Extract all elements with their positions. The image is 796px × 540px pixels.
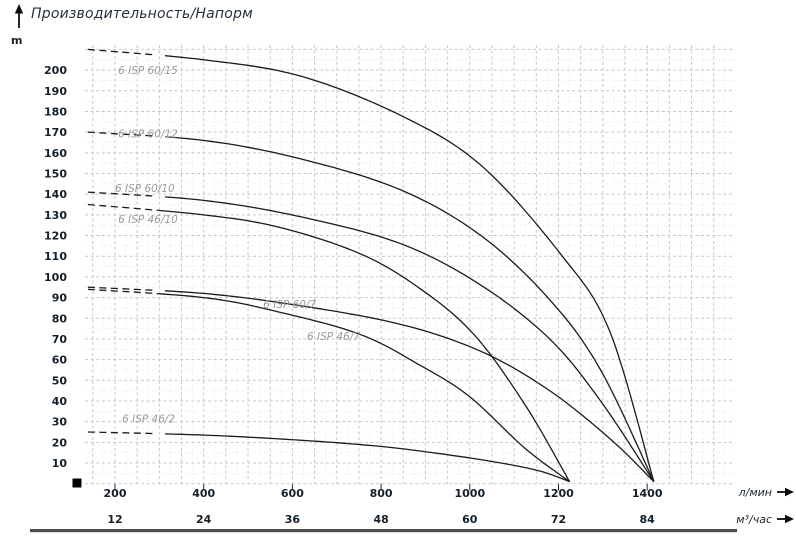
chart-title: Производительность/Напорм [31, 6, 253, 22]
y-tick-label: 60 [52, 354, 68, 367]
y-tick-label: 200 [44, 64, 67, 77]
y-tick-label: 110 [44, 250, 67, 263]
x-axis-arrow-head-icon [785, 487, 794, 497]
bottom-divider-bar [30, 529, 737, 533]
y-tick-label: 150 [44, 168, 67, 181]
y-tick-label: 170 [44, 126, 67, 139]
curve-label-6-isp-60-10: 6 ISP 60/10 [115, 183, 175, 195]
curve-dashed-leadin-6-isp-60-15 [87, 48, 157, 56]
y-tick-label: 40 [52, 395, 68, 408]
x-tick-label-lmin: 1400 [632, 487, 663, 500]
curve-group-6-isp-46-2: 6 ISP 46/2 [87, 414, 570, 483]
y-tick-label: 140 [44, 188, 67, 201]
x-tick-label-m3h: 84 [640, 513, 656, 526]
curve-group-6-isp-60-7: 6 ISP 60/7 [87, 286, 655, 483]
y-tick-label: 130 [44, 209, 67, 222]
x-tick-label-m3h: 12 [107, 513, 122, 526]
x-tick-label-lmin: 200 [104, 487, 127, 500]
pump-curves: 6 ISP 60/15 6 ISP 60/12 6 ISP 60/10 6 ISP 4… [87, 48, 655, 483]
x-axis-unit-primary: л/мин [738, 486, 772, 499]
curve-dashed-leadin-6-isp-46-7 [87, 288, 159, 295]
curve-group-6-isp-60-10: 6 ISP 60/10 [87, 183, 655, 482]
curve-label-6-isp-46-2: 6 ISP 46/2 [122, 414, 175, 426]
curve-dashed-leadin-6-isp-46-10 [87, 203, 159, 212]
y-tick-label: 160 [44, 147, 67, 160]
curve-group-6-isp-46-7: 6 ISP 46/7 [87, 288, 570, 483]
x-tick-label-lmin: 1200 [543, 487, 574, 500]
y-tick-label: 70 [52, 333, 68, 346]
x-tick-label-m3h: 48 [373, 513, 388, 526]
origin-square-marker [72, 478, 82, 488]
x-tick-label-m3h: 60 [462, 513, 478, 526]
y-tick-label: 20 [52, 436, 68, 449]
y-tick-label: 10 [52, 457, 68, 470]
curve-6-isp-60-10 [164, 196, 655, 482]
y-axis-direction-arrow-icon [11, 3, 27, 33]
x-axis-arrow-head-icon [785, 514, 794, 524]
y-tick-label: 90 [52, 292, 68, 305]
curve-6-isp-60-12 [164, 136, 655, 482]
curve-6-isp-46-7 [158, 293, 570, 483]
curve-dashed-leadin-6-isp-60-7 [87, 286, 157, 292]
x-tick-label-lmin: 1000 [454, 487, 485, 500]
curve-6-isp-60-7 [164, 290, 655, 483]
curve-label-6-isp-46-7: 6 ISP 46/7 [307, 331, 360, 343]
curve-dashed-leadin-6-isp-60-10 [87, 191, 157, 197]
curve-group-6-isp-60-12: 6 ISP 60/12 [87, 128, 655, 482]
x-tick-label-m3h: 72 [551, 513, 566, 526]
y-tick-label: 180 [44, 105, 67, 118]
y-tick-label: 80 [52, 312, 68, 325]
y-tick-label: 50 [52, 374, 68, 387]
curve-6-isp-46-10 [158, 209, 571, 482]
curve-6-isp-46-2 [164, 433, 570, 483]
x-axis-unit-secondary: м³/час [736, 513, 772, 526]
curve-label-6-isp-46-10: 6 ISP 46/10 [118, 214, 178, 226]
curve-group-6-isp-46-10: 6 ISP 46/10 [87, 203, 571, 482]
y-axis-labels: m 10 20 30 40 50 60 70 80 90 100 110 120 130 140 150 160… [11, 34, 67, 470]
x-tick-label-lmin: 400 [192, 487, 215, 500]
x-tick-label-m3h: 36 [285, 513, 301, 526]
x-tick-label-lmin: 600 [281, 487, 304, 500]
y-tick-label: 190 [44, 85, 67, 98]
curve-label-6-isp-60-7: 6 ISP 60/7 [263, 299, 316, 311]
x-tick-label-m3h: 24 [196, 513, 212, 526]
y-tick-label: 100 [44, 271, 67, 284]
curve-label-6-isp-60-15: 6 ISP 60/15 [118, 65, 178, 77]
curve-dashed-leadin-6-isp-60-12 [87, 131, 157, 137]
y-axis-unit-label: m [11, 34, 22, 47]
x-axis-labels: 200 400 600 800 1000 1200 1400 12 24 36 48 60 72 84 л/… [104, 484, 794, 526]
curve-group-6-isp-60-15: 6 ISP 60/15 [87, 48, 655, 482]
y-tick-label: 120 [44, 230, 67, 243]
curve-dashed-leadin-6-isp-46-2 [87, 431, 157, 435]
grid [85, 45, 733, 485]
x-tick-label-lmin: 800 [370, 487, 393, 500]
curve-6-isp-60-15 [164, 55, 655, 482]
y-tick-label: 30 [52, 416, 68, 429]
curve-label-6-isp-60-12: 6 ISP 60/12 [118, 128, 178, 140]
